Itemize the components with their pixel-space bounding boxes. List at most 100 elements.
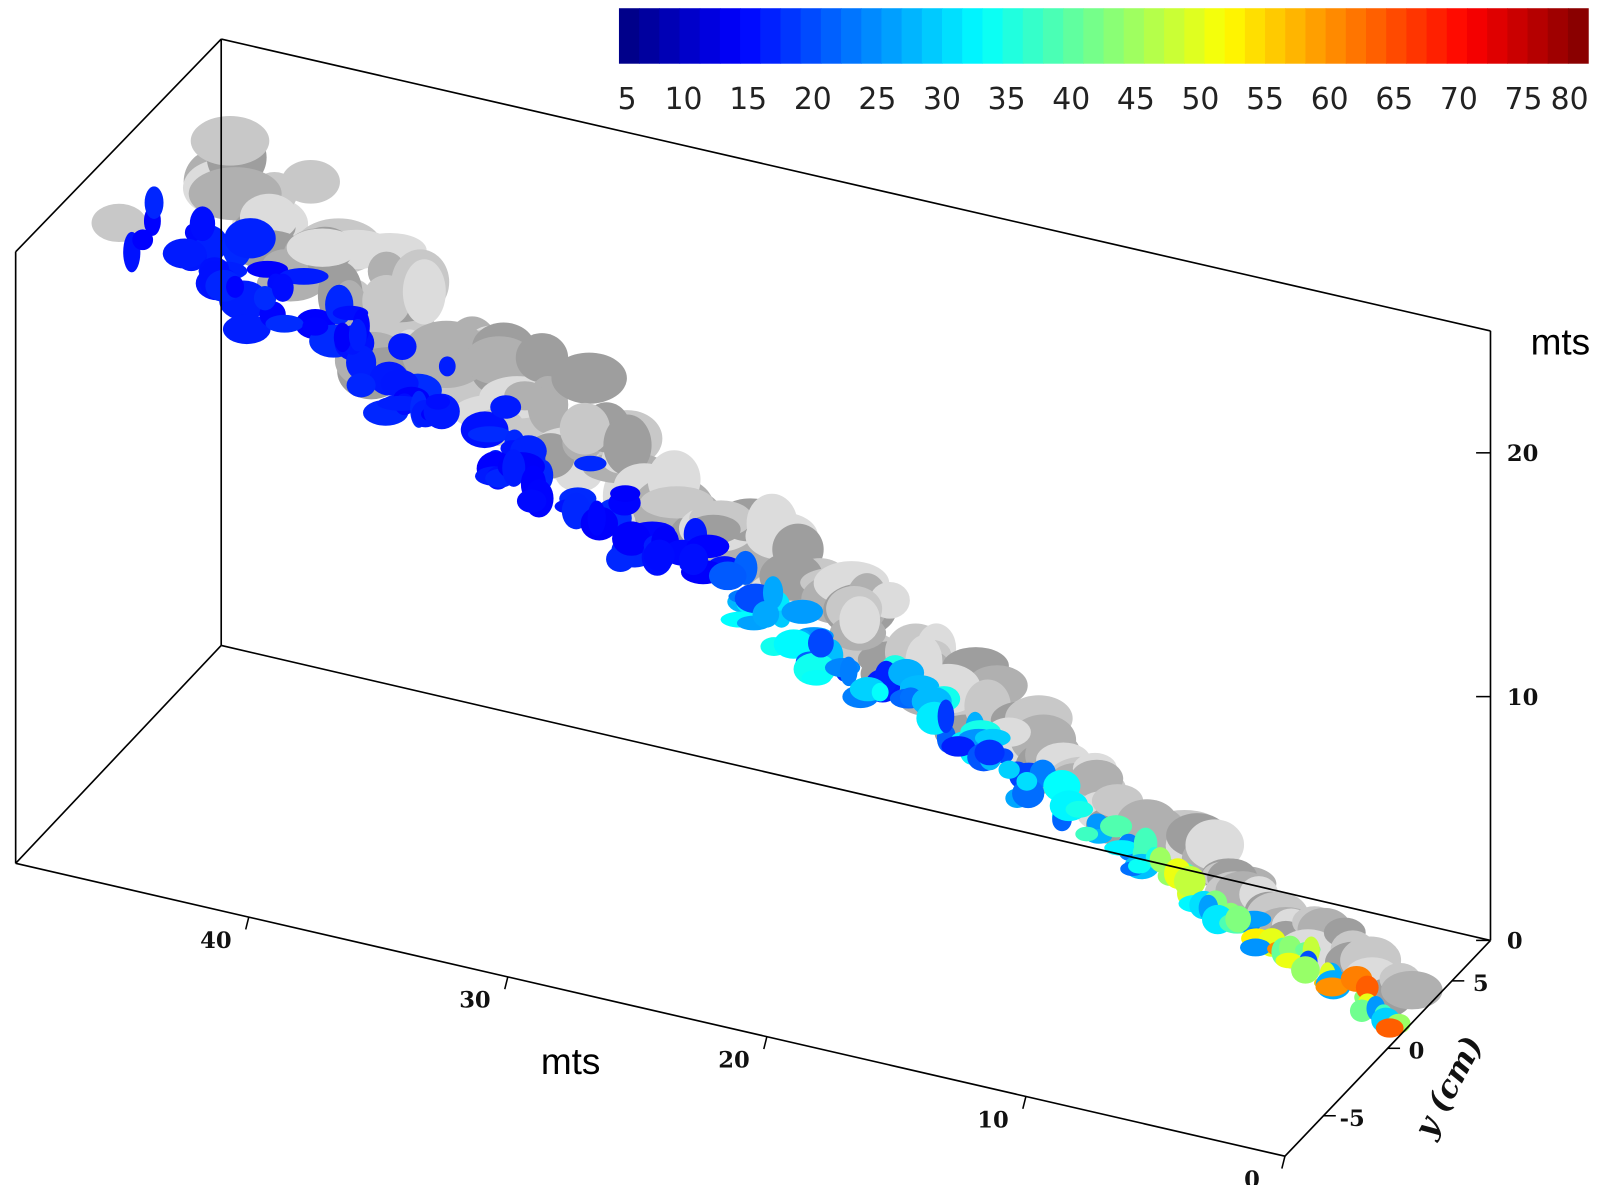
plume-color (246, 260, 289, 278)
y-tick-label: 0 (1409, 1039, 1425, 1065)
colorbar-band (1406, 8, 1428, 64)
x-tick-label: 10 (977, 1107, 1008, 1133)
colorbar-band (1083, 8, 1105, 64)
plume-gray (362, 275, 411, 327)
plume-color (708, 561, 747, 591)
colorbar-tick-label: 45 (1117, 82, 1155, 117)
colorbar-band (962, 8, 984, 64)
z-tick-label: 10 (1507, 685, 1538, 711)
x-tick-label: 40 (200, 928, 231, 954)
box-edge (221, 38, 1491, 332)
plume-color (1075, 826, 1099, 842)
plume-color (1128, 858, 1151, 874)
colorbar-tick-label: 25 (858, 82, 896, 117)
colorbar-band (861, 8, 883, 64)
colorbar-band (1265, 8, 1286, 64)
plume-color (348, 318, 367, 352)
colorbar-tick-label: 10 (665, 82, 703, 117)
plume-color (612, 521, 651, 556)
box-edge (15, 644, 222, 864)
plume-gray (190, 116, 270, 166)
colorbar-band (921, 8, 943, 64)
plume-color (388, 333, 417, 360)
colorbar-band (982, 8, 1004, 64)
plume-color (224, 218, 276, 259)
plume-color (346, 373, 376, 398)
plume-color (265, 314, 304, 333)
plume-color (467, 426, 512, 443)
plume-color (438, 356, 456, 377)
plume-color (587, 500, 606, 536)
plume-color (1099, 815, 1133, 838)
x-tick-label: 20 (718, 1048, 749, 1074)
colorbar-band (841, 8, 862, 64)
colorbar-tick-label: 65 (1375, 82, 1413, 117)
plume-gray (551, 352, 627, 404)
x-tick (1281, 1156, 1286, 1169)
plume-color (1375, 1018, 1404, 1038)
plume-gray (463, 336, 535, 385)
colorbar-band (1426, 8, 1448, 64)
plume-gray (1381, 970, 1443, 1010)
plume-color (839, 656, 858, 687)
colorbar-band (719, 8, 741, 64)
colorbar-tick-label: 15 (729, 82, 767, 117)
colorbar-band (1487, 8, 1508, 64)
x-tick (1022, 1096, 1027, 1109)
colorbar-band (1042, 8, 1064, 64)
plume-color (1016, 772, 1038, 791)
colorbar-band (1143, 8, 1165, 64)
z-axis-label: mts (1531, 322, 1591, 363)
colorbar-band (901, 8, 923, 64)
plume-color (1173, 865, 1206, 897)
colorbar-band (800, 8, 822, 64)
plume-color (1291, 956, 1320, 984)
x-tick (503, 976, 509, 990)
colorbar-band (1325, 8, 1347, 64)
plume-color (302, 317, 329, 336)
colorbar-band (1204, 8, 1226, 64)
plume-color (1315, 977, 1349, 997)
plume-color (425, 393, 451, 410)
colorbar-band (1002, 8, 1024, 64)
colorbar-band (1547, 8, 1569, 64)
colorbar-tick-label: 40 (1052, 82, 1090, 117)
plume-color (807, 628, 834, 658)
box-edge (221, 644, 1491, 942)
plume-color (998, 760, 1020, 779)
z-tick-label: 20 (1507, 441, 1538, 467)
colorbar-band (639, 8, 660, 64)
z-tick-label: 0 (1507, 929, 1523, 955)
plume-color (222, 314, 271, 345)
plume-color (762, 576, 784, 610)
colorbar-band (1123, 8, 1145, 64)
colorbar-band (1386, 8, 1408, 64)
colorbar-tick-label: 5 (618, 82, 637, 117)
colorbar-band (820, 8, 842, 64)
plume-color (1065, 800, 1094, 818)
colorbar-band (1184, 8, 1206, 64)
colorbar-band (1164, 8, 1185, 64)
plume-gray (603, 414, 652, 476)
colorbar-band (1466, 8, 1488, 64)
plume-color (1240, 938, 1272, 957)
plume-gray (286, 228, 359, 267)
x-tick (244, 916, 250, 930)
plume-color (610, 485, 641, 502)
plume-color (752, 600, 780, 628)
colorbar-band (760, 8, 782, 64)
plume-color (1149, 847, 1171, 873)
colorbar-band (740, 8, 761, 64)
plume-color (773, 629, 814, 659)
plume-color (937, 699, 955, 734)
plume-gray (839, 596, 881, 644)
plume-color (941, 736, 975, 757)
colorbar-tick-label: 80 (1551, 82, 1589, 117)
colorbar-band (1305, 8, 1327, 64)
colorbar-tick-label: 75 (1505, 82, 1543, 117)
plume-color (1225, 905, 1252, 933)
plume-color (271, 273, 294, 302)
colorbar-band (1285, 8, 1307, 64)
